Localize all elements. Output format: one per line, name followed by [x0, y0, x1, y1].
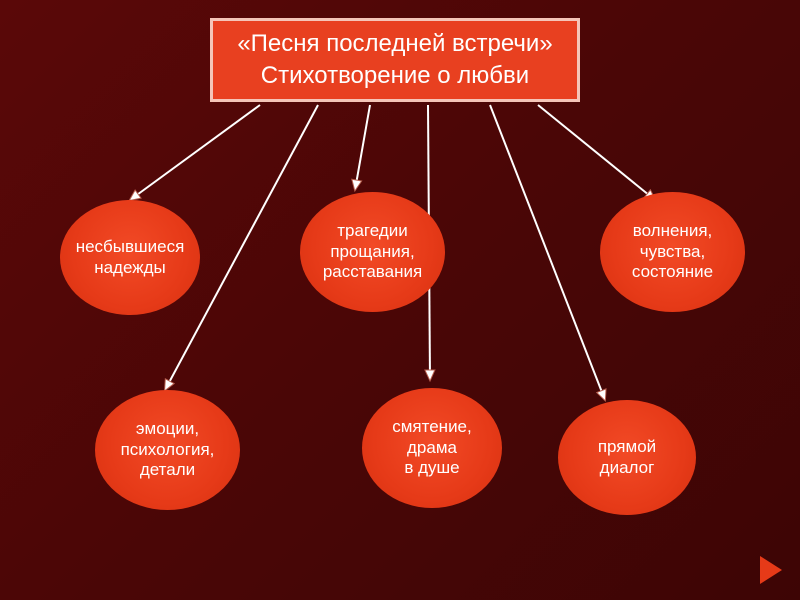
title-line2: Стихотворение о любви — [261, 60, 529, 92]
next-slide-button[interactable] — [760, 556, 782, 584]
arrow-3 — [355, 105, 370, 190]
node-label: трагедии прощания, расставания — [323, 221, 422, 282]
node-label: волнения, чувства, состояние — [632, 221, 713, 282]
title-box: «Песня последней встречи» Стихотворение … — [210, 18, 580, 102]
node-label: несбывшиеся надежды — [76, 237, 185, 278]
arrow-5 — [490, 105, 605, 400]
title-line1: «Песня последней встречи» — [237, 28, 552, 60]
node-label: смятение, драма в душе — [392, 417, 472, 478]
node-n1: несбывшиеся надежды — [60, 200, 200, 315]
arrow-6 — [538, 105, 655, 200]
node-n6: прямой диалог — [558, 400, 696, 515]
arrow-1 — [130, 105, 260, 200]
node-n2: трагедии прощания, расставания — [300, 192, 445, 312]
node-label: прямой диалог — [598, 437, 656, 478]
node-n5: смятение, драма в душе — [362, 388, 502, 508]
node-n4: эмоции, психология, детали — [95, 390, 240, 510]
node-label: эмоции, психология, детали — [121, 419, 215, 480]
node-n3: волнения, чувства, состояние — [600, 192, 745, 312]
